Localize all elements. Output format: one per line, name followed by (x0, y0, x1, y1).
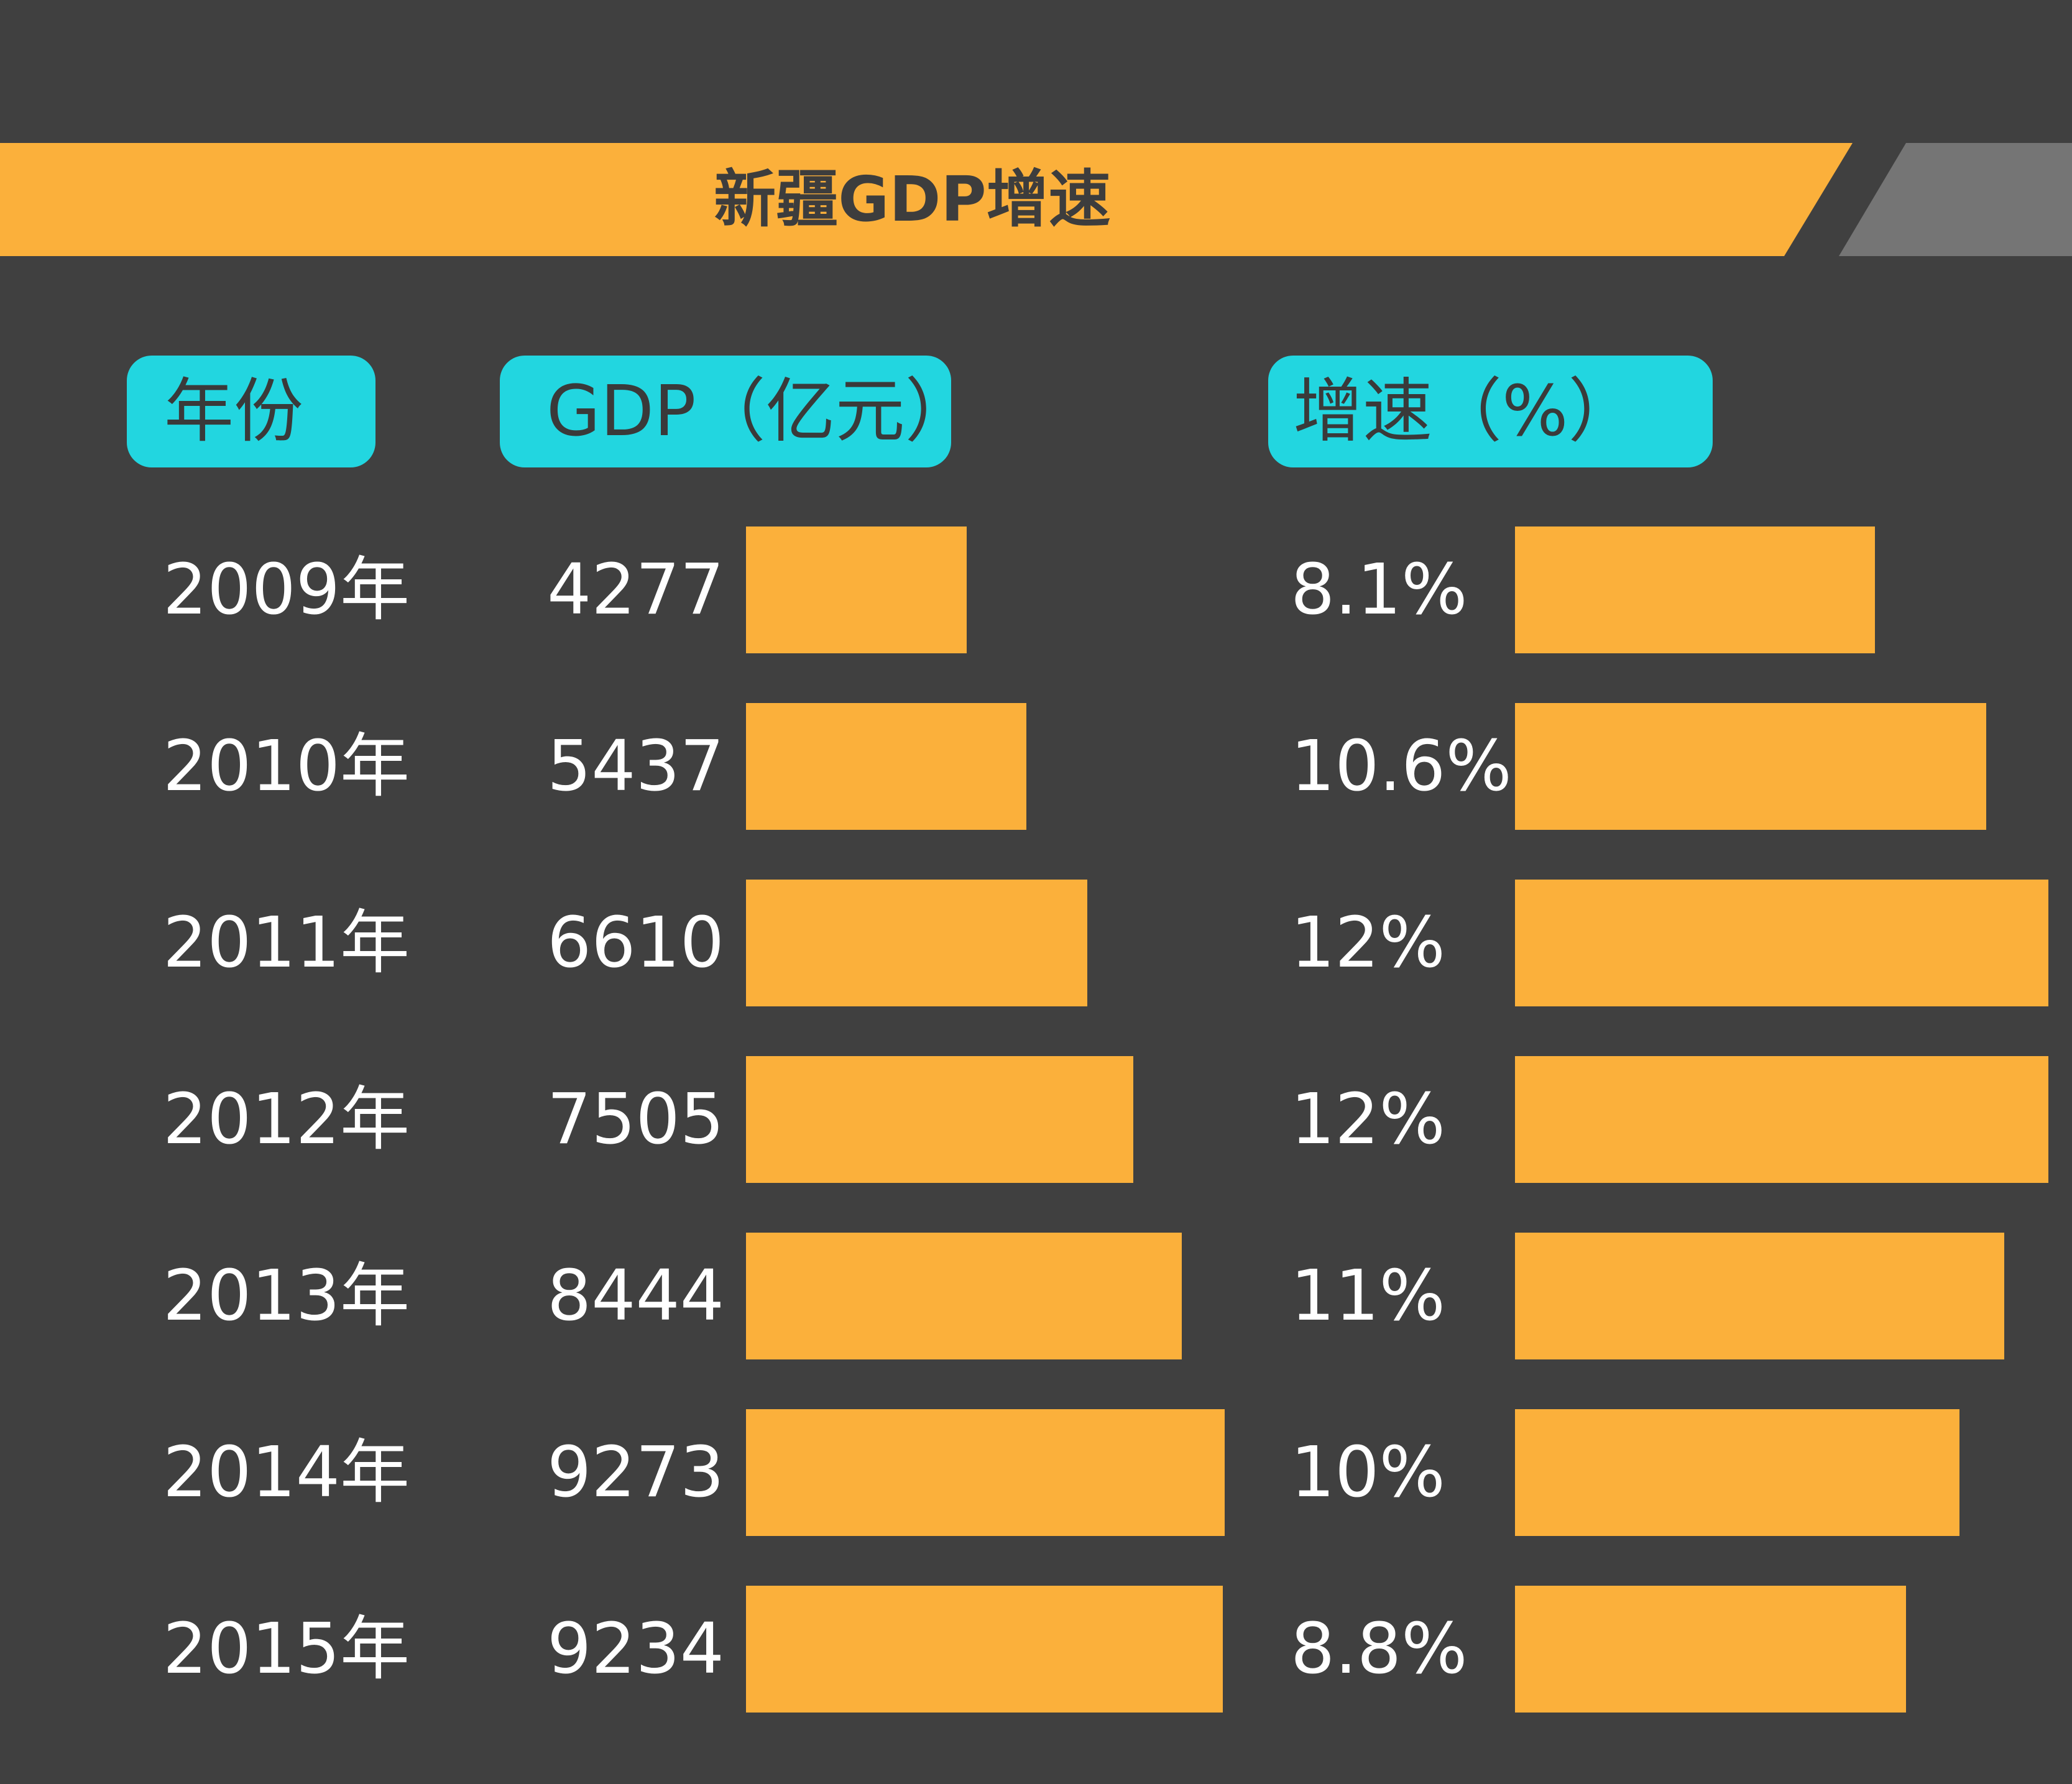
header-growth: 增速（%） (1268, 356, 1713, 467)
growth-value-label: 12% (1291, 903, 1445, 983)
gdp-value-label: 9234 (547, 1609, 725, 1690)
gdp-value-label: 7505 (547, 1079, 725, 1160)
growth-value-label: 8.1% (1291, 549, 1468, 630)
chart-title: 新疆GDP增速 (714, 163, 1111, 236)
gdp-bar (746, 1409, 1225, 1536)
gdp-value-label: 4277 (547, 549, 725, 630)
gdp-bar (746, 1586, 1223, 1713)
growth-bar (1515, 1056, 2048, 1183)
title-banner (0, 143, 1853, 256)
year-label: 2015年 (163, 1609, 410, 1690)
growth-value-label: 10% (1291, 1432, 1445, 1513)
year-label: 2010年 (163, 726, 410, 807)
growth-value-label: 11% (1291, 1256, 1445, 1336)
title-banner-tail (1839, 143, 2072, 256)
gdp-bar (746, 526, 967, 653)
growth-bar (1515, 526, 1875, 653)
gdp-value-label: 5437 (547, 726, 725, 807)
header-gdp: GDP（亿元） (500, 356, 975, 467)
growth-bar (1515, 1409, 1959, 1536)
growth-value-label: 8.8% (1291, 1609, 1468, 1690)
growth-bar (1515, 880, 2048, 1006)
gdp-value-label: 6610 (547, 903, 725, 983)
gdp-bar (746, 703, 1026, 830)
year-label: 2009年 (163, 549, 410, 630)
year-label: 2011年 (163, 903, 410, 983)
gdp-value-label: 9273 (547, 1432, 725, 1513)
growth-bar (1515, 1586, 1906, 1713)
growth-bar (1515, 703, 1986, 830)
gdp-bar (746, 1233, 1182, 1359)
growth-bar (1515, 1233, 2004, 1359)
year-label: 2012年 (163, 1079, 410, 1160)
year-label: 2014年 (163, 1432, 410, 1513)
gdp-bar (746, 880, 1087, 1006)
year-label: 2013年 (163, 1256, 410, 1336)
growth-value-label: 12% (1291, 1079, 1445, 1160)
growth-value-label: 10.6% (1291, 726, 1512, 807)
header-year: 年份 (127, 356, 375, 467)
gdp-value-label: 8444 (547, 1256, 725, 1336)
gdp-bar (746, 1056, 1133, 1183)
